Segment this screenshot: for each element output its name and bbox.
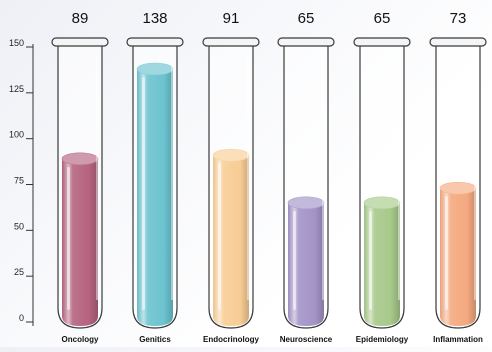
- bar-oncology: [62, 158, 98, 326]
- bar-top-epidemiology: [363, 196, 401, 210]
- bar-top-inflammation: [439, 181, 477, 195]
- tube-outline: [57, 42, 103, 329]
- tube-rim: [353, 37, 411, 47]
- tube-outline: [132, 42, 178, 329]
- bar-top-genitics: [136, 62, 174, 76]
- bar-top-oncology: [61, 152, 99, 166]
- tube-outline: [208, 42, 254, 329]
- value-label: 91: [223, 10, 240, 27]
- tube-rim: [51, 37, 109, 47]
- y-tick-label: 0: [19, 313, 24, 323]
- y-tick-label: 125: [9, 84, 24, 94]
- y-tick-label: 75: [14, 176, 24, 186]
- tube-neuroscience: 65 Neuroscience: [277, 10, 335, 344]
- tube-outline: [435, 42, 481, 329]
- y-tick-label: 25: [14, 267, 24, 277]
- bar-genitics: [137, 69, 173, 326]
- category-label: Genitics: [139, 335, 171, 344]
- tube-rim: [277, 37, 335, 47]
- category-label: Endocrinology: [203, 335, 260, 344]
- bar-highlight: [293, 210, 296, 310]
- category-label: Oncology: [62, 335, 99, 344]
- bar-highlight: [445, 196, 448, 310]
- bar-top-endocrinology: [212, 148, 250, 162]
- bar-highlight: [67, 166, 70, 310]
- y-tick-label: 100: [9, 130, 24, 140]
- value-label: 89: [72, 10, 89, 27]
- value-label: 65: [298, 10, 315, 27]
- bar-neuroscience: [288, 202, 324, 326]
- category-label: Inflammation: [433, 335, 483, 344]
- y-tick-label: 150: [9, 38, 24, 48]
- tube-rim: [429, 37, 487, 47]
- bar-endocrinology: [213, 155, 249, 326]
- value-label: 138: [142, 10, 167, 27]
- tube-rim: [202, 37, 260, 47]
- category-label: Neuroscience: [280, 335, 333, 344]
- bar-inflammation: [440, 188, 476, 326]
- tube-endocrinology: 91 Endocrinology: [202, 10, 260, 344]
- bar-highlight: [142, 77, 145, 310]
- bar-highlight: [218, 163, 221, 310]
- bar-highlight: [369, 210, 372, 310]
- value-label: 73: [450, 10, 467, 27]
- bar-epidemiology: [364, 202, 400, 326]
- bar-top-neuroscience: [287, 196, 325, 210]
- category-label: Epidemiology: [356, 335, 409, 344]
- tube-outline: [359, 42, 405, 329]
- tube-genitics: 138 Genitics: [126, 10, 184, 344]
- tube-oncology: 89 Oncology: [51, 10, 109, 344]
- y-tick-label: 50: [14, 221, 24, 231]
- tube-inflammation: 73 Inflammation: [429, 10, 487, 344]
- tube-outline: [283, 42, 329, 329]
- tube-rim: [126, 37, 184, 47]
- tube-epidemiology: 65 Epidemiology: [353, 10, 411, 344]
- value-label: 65: [374, 10, 391, 27]
